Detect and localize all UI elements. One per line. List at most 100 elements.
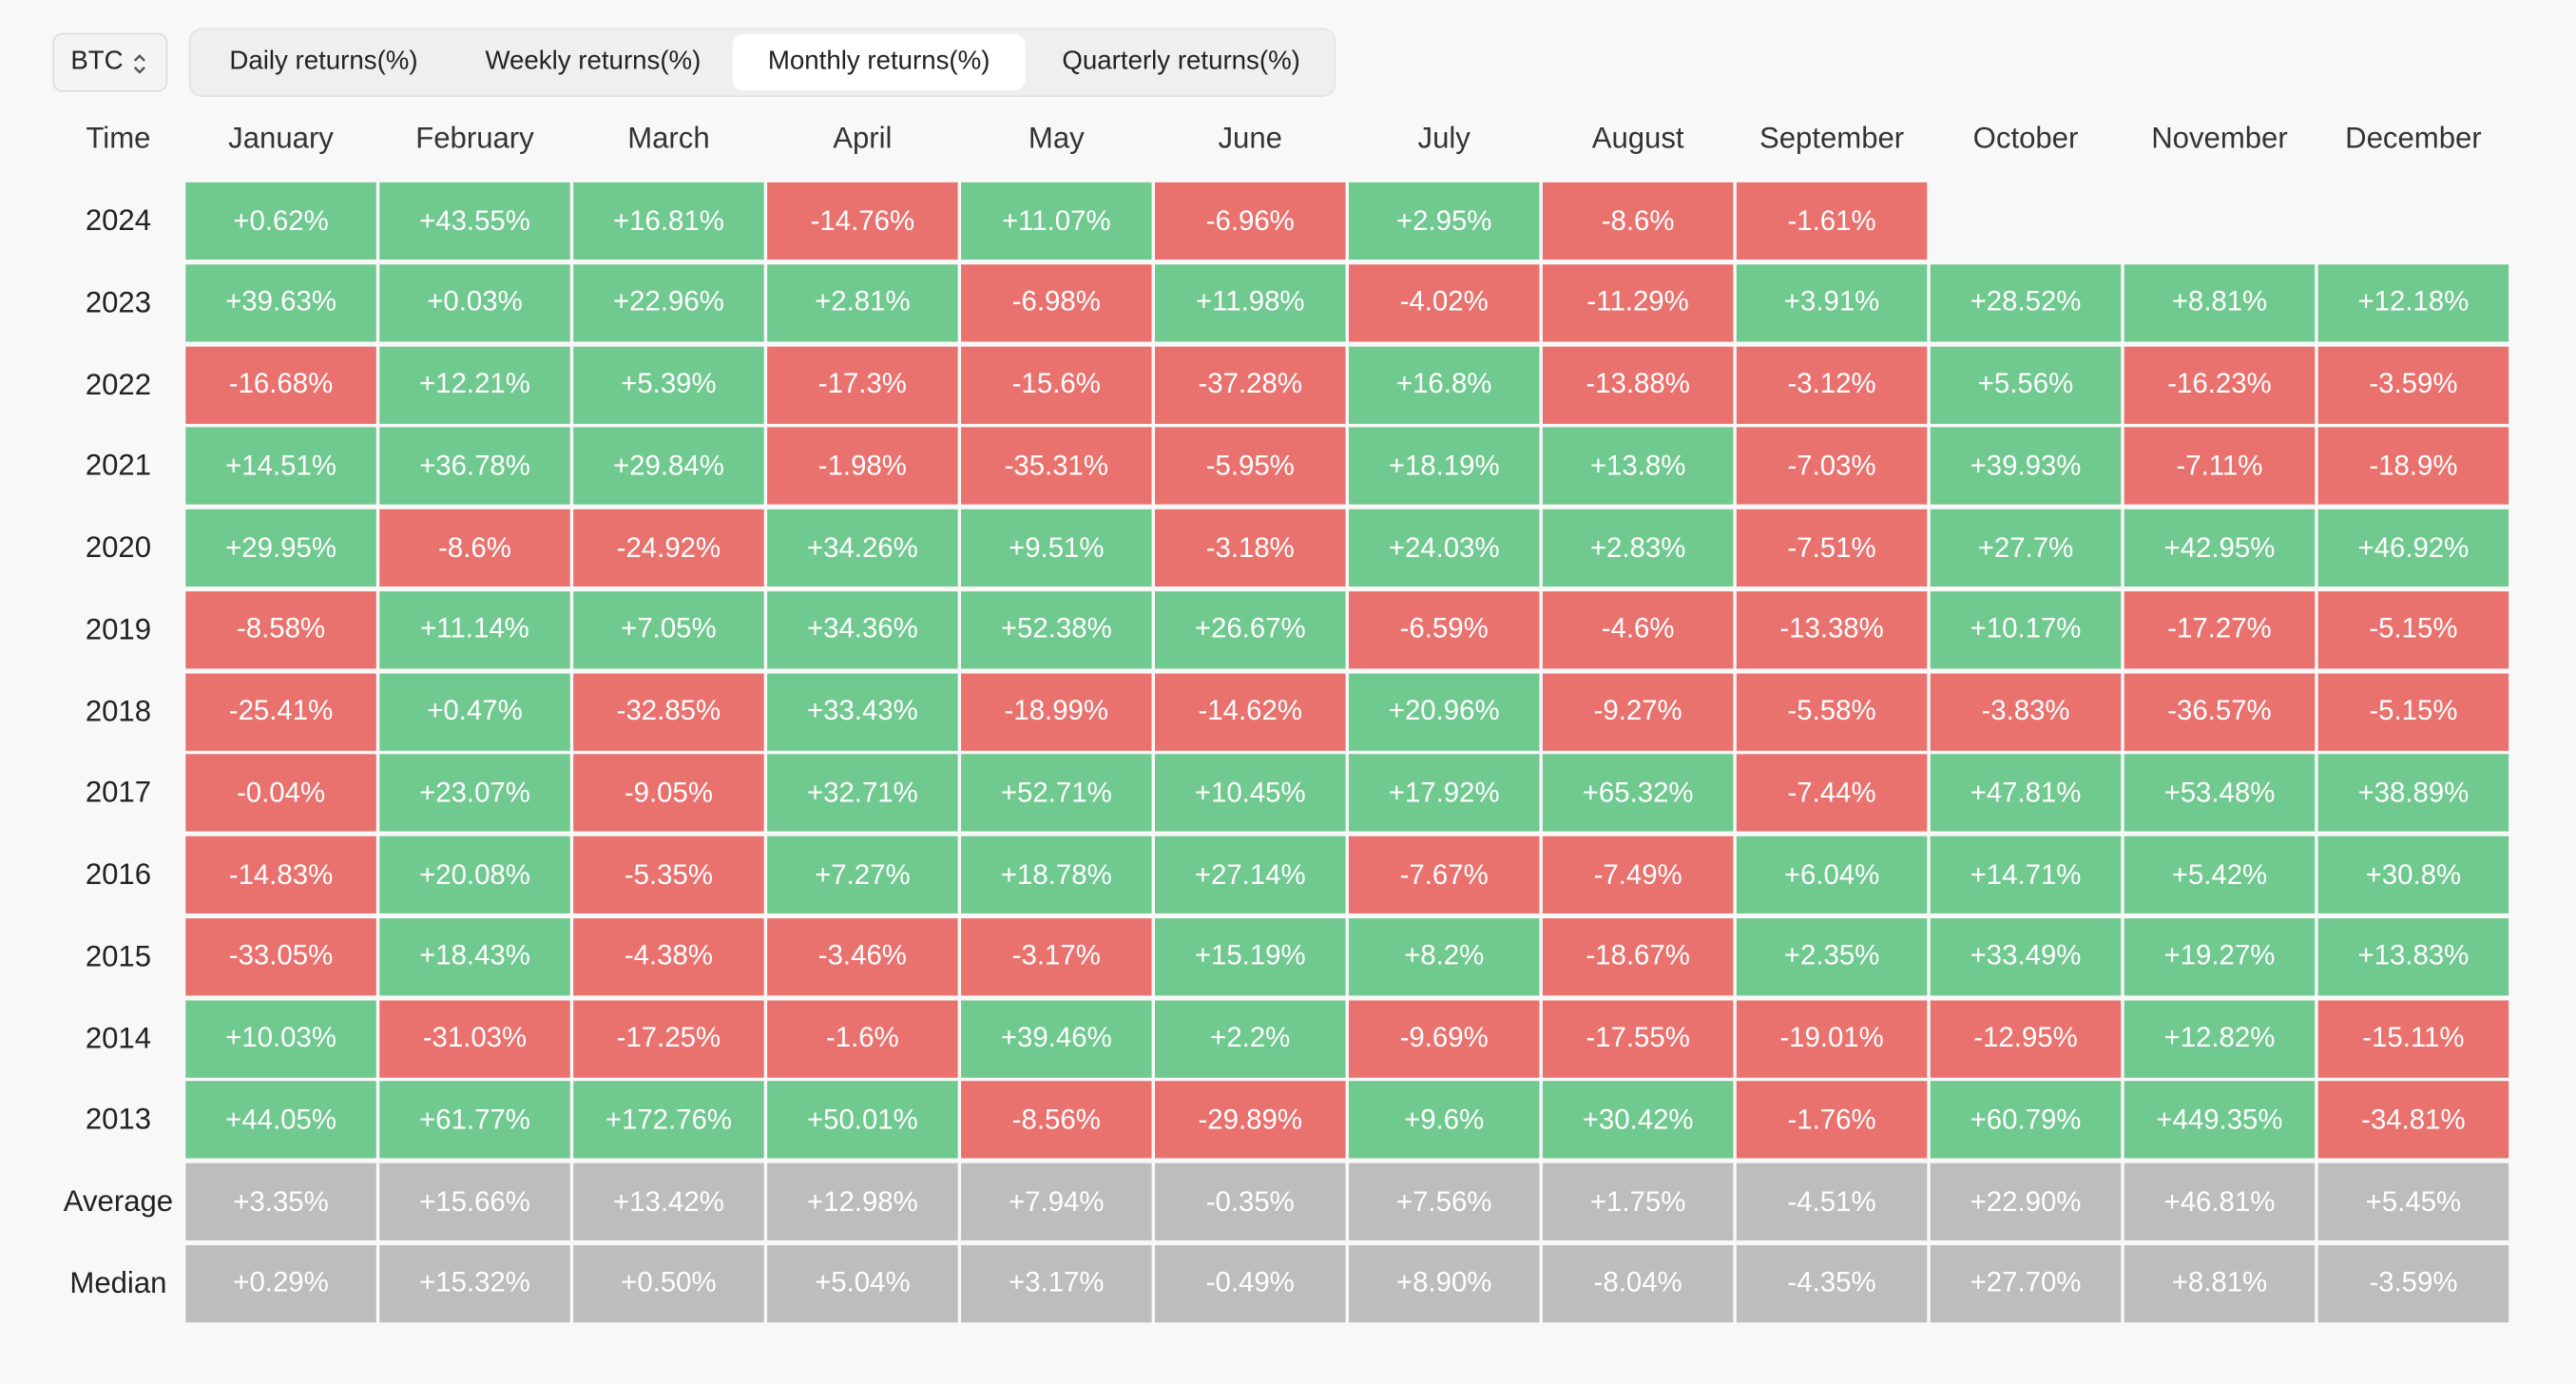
return-cell: -14.76%	[767, 182, 958, 260]
tab[interactable]: Quarterly returns(%)	[1062, 48, 1300, 76]
return-cell: +44.05%	[185, 1081, 376, 1159]
return-cell: +34.26%	[767, 509, 958, 587]
return-cell: -33.05%	[185, 917, 376, 995]
return-cell: +27.7%	[1930, 509, 2122, 587]
return-cell: +20.08%	[379, 836, 570, 913]
return-cell: +22.90%	[1930, 1163, 2122, 1240]
return-cell: +0.29%	[185, 1244, 376, 1322]
return-cell: -9.27%	[1542, 672, 1734, 750]
return-cell: +43.55%	[379, 182, 570, 260]
chevron-icon	[133, 54, 145, 74]
row-label: 2018	[85, 694, 152, 727]
return-cell: +8.81%	[2124, 1244, 2316, 1322]
return-cell: +30.8%	[2317, 836, 2509, 913]
return-cell: -7.03%	[1736, 427, 1928, 506]
return-cell: +12.21%	[379, 345, 570, 424]
return-cell: +36.78%	[379, 427, 570, 506]
return-cell: +24.03%	[1348, 509, 1540, 587]
return-cell: +2.2%	[1155, 999, 1346, 1077]
return-cell: +17.92%	[1348, 754, 1540, 832]
return-cell: -11.29%	[1542, 263, 1734, 342]
return-cell: -16.23%	[2124, 345, 2316, 424]
return-cell: +449.35%	[2124, 1081, 2316, 1159]
return-cell: +3.35%	[185, 1163, 376, 1240]
return-cell: -8.6%	[379, 509, 570, 587]
return-cell: -13.88%	[1542, 345, 1734, 424]
return-cell: +27.70%	[1930, 1244, 2122, 1322]
tab[interactable]: Daily returns(%)	[229, 48, 418, 76]
return-cell: +33.43%	[767, 672, 958, 750]
return-cell: +1.75%	[1542, 1163, 1734, 1240]
return-cell: +12.82%	[2124, 999, 2316, 1077]
return-cell: +0.50%	[573, 1244, 764, 1322]
return-cell: +47.81%	[1930, 754, 2122, 832]
row-label: 2024	[85, 203, 152, 237]
column-header: December	[2345, 121, 2482, 154]
return-cell: +33.49%	[1930, 917, 2122, 995]
return-cell: +32.71%	[767, 754, 958, 832]
return-cell: +0.03%	[379, 263, 570, 342]
column-header: Time	[86, 121, 151, 154]
return-cell: -0.35%	[1155, 1163, 1346, 1240]
return-cell: +9.51%	[961, 509, 1152, 587]
return-cell: -6.59%	[1348, 590, 1540, 668]
return-cell: -1.76%	[1736, 1081, 1928, 1159]
return-cell: +5.42%	[2124, 836, 2316, 913]
return-cell: -8.6%	[1542, 182, 1734, 260]
return-cell: -5.15%	[2317, 590, 2509, 668]
tab[interactable]: Weekly returns(%)	[485, 48, 702, 76]
column-header: April	[833, 121, 893, 154]
return-cell: +10.17%	[1930, 590, 2122, 668]
return-cell: +23.07%	[379, 754, 570, 832]
return-cell: -1.6%	[767, 999, 958, 1077]
return-cell: -17.25%	[573, 999, 764, 1077]
return-cell: +42.95%	[2124, 509, 2316, 587]
return-cell: +10.03%	[185, 999, 376, 1077]
return-cell: -15.6%	[961, 345, 1152, 424]
return-cell: +34.36%	[767, 590, 958, 668]
return-cell: -3.59%	[2317, 1244, 2509, 1322]
tab[interactable]: Monthly returns(%)	[732, 34, 1026, 91]
return-cell: -31.03%	[379, 999, 570, 1077]
row-label: 2019	[85, 612, 152, 645]
return-cell: +0.62%	[185, 182, 376, 260]
return-cell: +60.79%	[1930, 1081, 2122, 1159]
return-cell: +52.38%	[961, 590, 1152, 668]
return-cell: +3.91%	[1736, 263, 1928, 342]
return-cell: -18.9%	[2317, 427, 2509, 506]
return-cell: +39.46%	[961, 999, 1152, 1077]
return-cell: +5.56%	[1930, 345, 2122, 424]
return-cell: +5.04%	[767, 1244, 958, 1322]
return-cell: +39.63%	[185, 263, 376, 342]
return-cell: +11.98%	[1155, 263, 1346, 342]
return-cell: +16.81%	[573, 182, 764, 260]
return-cell: +46.81%	[2124, 1163, 2316, 1240]
return-cell: +26.67%	[1155, 590, 1346, 668]
return-cell: -14.62%	[1155, 672, 1346, 750]
return-cell: +12.98%	[767, 1163, 958, 1240]
return-cell: -8.56%	[961, 1081, 1152, 1159]
return-cell: -7.51%	[1736, 509, 1928, 587]
return-cell: +7.05%	[573, 590, 764, 668]
return-cell: -16.68%	[185, 345, 376, 424]
row-label: 2016	[85, 857, 152, 891]
return-cell: +16.8%	[1348, 345, 1540, 424]
return-cell: +28.52%	[1930, 263, 2122, 342]
return-cell: -4.02%	[1348, 263, 1540, 342]
row-label: 2020	[85, 530, 152, 564]
return-cell: -36.57%	[2124, 672, 2316, 750]
return-cell: +8.81%	[2124, 263, 2316, 342]
return-cell: +30.42%	[1542, 1081, 1734, 1159]
column-header: August	[1591, 121, 1684, 154]
return-cell: -1.98%	[767, 427, 958, 506]
coin-select[interactable]: BTC	[52, 32, 168, 92]
return-cell: +27.14%	[1155, 836, 1346, 913]
return-cell: -7.67%	[1348, 836, 1540, 913]
return-cell: +2.95%	[1348, 182, 1540, 260]
return-cell: +20.96%	[1348, 672, 1540, 750]
return-cell: +9.6%	[1348, 1081, 1540, 1159]
return-cell: -5.35%	[573, 836, 764, 913]
row-label: 2017	[85, 776, 152, 809]
